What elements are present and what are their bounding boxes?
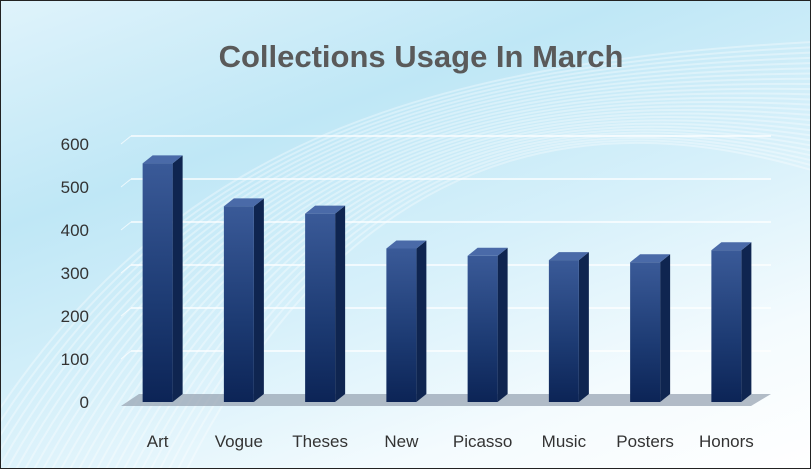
bar-front [548,260,579,402]
bar-top [548,252,589,261]
swirl-line [78,104,810,468]
bar-front [630,262,661,402]
bar-top [467,247,508,256]
x-category-label: Vogue [215,432,263,451]
swirl-line [15,72,810,468]
bar-posters [630,254,671,402]
swirl-line [42,87,810,468]
bar-side [416,240,427,402]
bar-new [386,240,427,402]
chart-floor [121,394,771,406]
bar-vogue [223,198,264,402]
swirl-line [1,62,810,467]
bar-front [386,248,417,402]
bar-side [172,155,183,402]
swirl-line [33,82,810,468]
chart-title: Collections Usage In March [219,39,624,74]
gridline-side [120,350,132,360]
x-axis-categories: Art Vogue Theses New Picasso Music Posters Hono… [147,432,754,451]
bar-honors [711,242,752,402]
bar-side [660,254,671,402]
swirl-line [87,108,810,468]
bar-front [467,255,498,402]
y-tick-label: 400 [61,221,89,240]
y-axis-ticks: 0 100 200 300 400 500 600 [61,135,89,412]
x-category-label: New [384,432,419,451]
gridline-side [120,135,132,145]
x-category-label: Music [542,432,587,451]
swirl-line [1,56,810,451]
swirl-line [51,92,810,468]
swirl-line [24,77,810,468]
gridline-side [120,221,132,231]
swirl-line [1,41,810,409]
bar-side [578,252,589,402]
x-category-label: Theses [292,432,348,451]
x-category-label: Art [147,432,169,451]
bar-front [711,250,742,402]
bar-top [305,205,346,214]
y-tick-label: 100 [61,350,89,369]
bar-front [223,206,254,402]
bar-top [386,240,427,249]
y-tick-label: 600 [61,135,89,154]
bar-art [142,155,183,402]
y-tick-label: 0 [80,393,89,412]
bar-front [142,163,173,402]
swirl-line [186,141,810,468]
bar-side [741,242,752,402]
bar-top [630,254,671,263]
bar-theses [305,205,346,402]
swirl-line [1,46,810,423]
bar-picasso [467,247,508,402]
bar-music [548,252,589,402]
bar-side [253,198,264,402]
gridline-side [120,178,132,188]
bar-side [497,247,508,402]
x-category-label: Posters [616,432,674,451]
gridline-side [120,264,132,274]
swirl-line [96,112,810,468]
y-tick-label: 200 [61,307,89,326]
x-category-label: Honors [699,432,754,451]
swirl-line [132,125,810,468]
y-tick-label: 500 [61,178,89,197]
swirl-line [6,67,810,468]
swirl-line [177,139,810,468]
swirl-line [105,116,810,468]
swirl-line [123,122,810,468]
swirl-line [1,51,810,437]
gridline-side [120,307,132,317]
bar-top [711,242,752,251]
bar-top [223,198,264,207]
y-tick-label: 300 [61,264,89,283]
x-category-label: Picasso [453,432,513,451]
bar-side [335,205,346,402]
floor-plane [121,394,771,406]
bar-front [305,213,336,402]
bar-top [142,155,183,164]
swirl-line [114,119,810,468]
bars [142,155,752,402]
